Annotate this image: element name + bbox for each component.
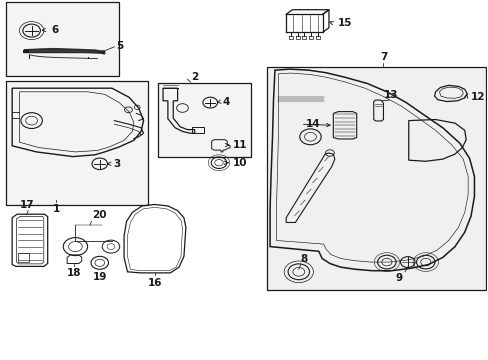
Text: 1: 1 bbox=[52, 204, 60, 215]
Text: 16: 16 bbox=[147, 278, 162, 288]
Bar bbox=[19, 253, 29, 262]
Text: 18: 18 bbox=[66, 268, 81, 278]
Text: 19: 19 bbox=[92, 272, 107, 282]
Text: 8: 8 bbox=[300, 253, 307, 264]
Text: 17: 17 bbox=[20, 199, 34, 210]
Bar bbox=[6, 2, 119, 76]
Text: 5: 5 bbox=[116, 41, 123, 51]
Text: 2: 2 bbox=[191, 72, 198, 82]
Text: 13: 13 bbox=[383, 90, 397, 100]
Bar bbox=[6, 81, 148, 205]
Text: 6: 6 bbox=[51, 25, 58, 35]
Text: 9: 9 bbox=[395, 273, 402, 283]
Text: 12: 12 bbox=[470, 92, 485, 102]
Text: 20: 20 bbox=[92, 210, 107, 220]
Text: 7: 7 bbox=[379, 52, 386, 62]
Text: 14: 14 bbox=[305, 119, 320, 129]
Text: 4: 4 bbox=[223, 97, 230, 107]
Bar bbox=[23, 50, 29, 53]
Text: 3: 3 bbox=[113, 159, 120, 169]
Text: 10: 10 bbox=[232, 158, 246, 168]
Bar bbox=[192, 127, 204, 133]
Polygon shape bbox=[24, 49, 104, 54]
Text: 15: 15 bbox=[338, 18, 352, 28]
Bar bbox=[266, 67, 485, 290]
Bar bbox=[158, 83, 250, 157]
Text: 11: 11 bbox=[232, 140, 246, 150]
